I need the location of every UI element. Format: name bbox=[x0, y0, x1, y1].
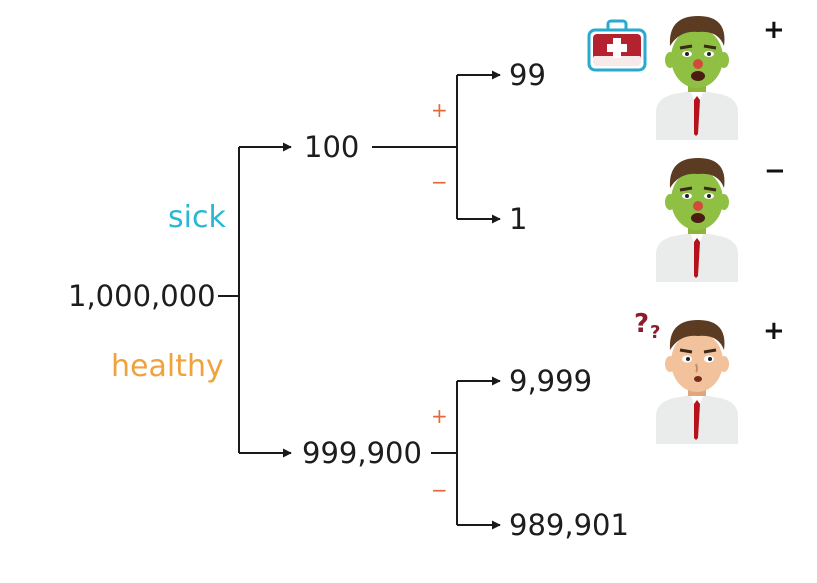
healthy-negative-count: 989,901 bbox=[509, 508, 629, 542]
sick-positive-count: 99 bbox=[509, 58, 546, 92]
sick-label: sick bbox=[168, 200, 226, 235]
healthy-count: 999,900 bbox=[302, 436, 422, 470]
healthy-positive-sign: + bbox=[763, 316, 785, 346]
sick-plus-sign: + bbox=[431, 98, 448, 122]
svg-text:?: ? bbox=[634, 309, 649, 339]
sick-negative-figure bbox=[656, 158, 738, 282]
svg-text:?: ? bbox=[650, 322, 660, 342]
root-value: 1,000,000 bbox=[68, 279, 216, 313]
sick-minus-sign: − bbox=[431, 170, 448, 194]
sick-negative-sign: − bbox=[764, 156, 786, 186]
healthy-positive-count: 9,999 bbox=[509, 364, 593, 398]
healthy-plus-sign: + bbox=[431, 404, 448, 428]
sick-negative-count: 1 bbox=[509, 202, 528, 236]
sick-positive-figure bbox=[656, 16, 738, 140]
healthy-positive-figure bbox=[656, 320, 738, 444]
sick-count: 100 bbox=[304, 130, 360, 164]
sick-positive-sign: + bbox=[763, 15, 785, 45]
healthy-minus-sign: − bbox=[431, 478, 448, 502]
question-marks-icon: ? ? bbox=[634, 309, 660, 342]
healthy-label: healthy bbox=[111, 349, 224, 384]
first-aid-kit-icon bbox=[587, 19, 647, 72]
